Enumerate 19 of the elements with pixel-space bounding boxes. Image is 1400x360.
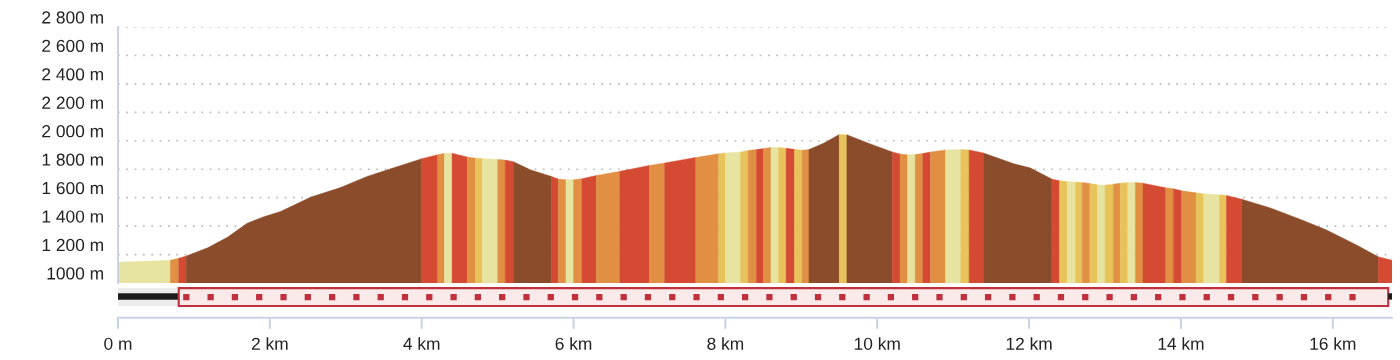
- x-tick-label: 0 m: [104, 337, 132, 350]
- y-tick-label: 2 800 m: [42, 11, 103, 24]
- x-tick-label: 10 km: [854, 337, 900, 350]
- y-tick-label: 2 400 m: [42, 68, 103, 81]
- x-tick-label: 8 km: [707, 337, 744, 350]
- y-tick-label: 2 200 m: [42, 96, 103, 109]
- x-tick-label: 2 km: [251, 337, 288, 350]
- y-tick-label: 1000 m: [47, 267, 103, 280]
- y-tick-label: 1 600 m: [42, 181, 103, 195]
- x-tick-label: 6 km: [555, 337, 592, 350]
- x-tick-label: 12 km: [1006, 337, 1052, 350]
- y-tick-label: 2 600 m: [42, 39, 103, 53]
- y-tick-label: 2 000 m: [42, 125, 103, 138]
- x-tick-label: 4 km: [403, 337, 440, 350]
- y-tick-label: 1 800 m: [42, 153, 103, 166]
- x-tick-label: 14 km: [1158, 337, 1204, 350]
- x-tick-label: 16 km: [1310, 337, 1356, 350]
- y-tick-label: 1 400 m: [42, 210, 103, 223]
- y-tick-label: 1 200 m: [42, 238, 103, 252]
